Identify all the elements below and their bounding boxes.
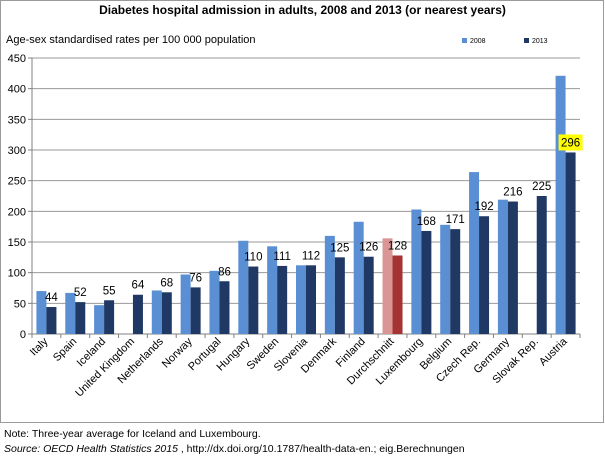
bar-2008-belgium [440,224,451,334]
bar-2013-czech-rep- [479,216,490,334]
bar-2013-denmark [334,257,345,334]
bar-2008-netherlands [151,290,162,334]
y-tick-label: 200 [8,206,26,218]
bar-2008-norway [180,274,191,334]
bar-2013-belgium [450,229,461,334]
bar-2013-germany [507,201,518,334]
bar-2013-italy [46,307,57,334]
data-label: 76 [189,272,202,284]
bar-2013-united-kingdom [132,294,143,334]
legend-label-2013: 2013 [532,38,548,45]
bar-2013-netherlands [161,292,172,334]
source-line: Source: OECD Health Statistics 2015 , ht… [4,443,465,455]
x-tick-label: Italy [28,335,51,358]
y-tick-label: 250 [8,176,26,188]
bar-2008-finland [353,221,364,334]
chart-title: Diabetes hospital admission in adults, 2… [99,3,506,17]
data-label: 55 [103,285,116,297]
data-label: 64 [132,280,145,292]
y-tick-label: 450 [8,53,26,65]
source-link: , http://dx.doi.org/10.1787/health-data-… [177,443,465,455]
bar-2008-denmark [324,235,335,334]
bar-2008-slovenia [296,265,306,334]
bar-2008-sweden [267,246,278,334]
y-tick-label: 100 [8,268,26,280]
y-tick-label: 150 [8,237,26,249]
data-label: 128 [388,240,407,252]
bar-2013-luxembourg [421,230,432,334]
bar-2008-austria [555,75,566,334]
source-title: Source: OECD Health Statistics 2015 [4,443,178,455]
data-label: 86 [218,266,231,278]
data-label: 68 [160,277,173,289]
bar-2008-germany [497,199,508,334]
data-label: 225 [532,181,551,193]
bar-2013-portugal [219,281,230,334]
bar-2008-iceland [94,305,105,334]
data-label: 110 [244,252,262,264]
data-label: 126 [359,242,378,254]
data-label-highlight [558,134,583,151]
bar-2008-czech-rep- [469,172,480,334]
bar-2013-iceland [104,300,115,334]
legend-label-2008: 2008 [470,38,486,45]
legend-swatch-2013 [524,38,529,43]
bar-2013-sweden [277,265,288,334]
data-label: 168 [417,216,436,228]
bar-2013-durchschnitt [392,255,403,334]
y-tick-label: 350 [8,114,26,126]
footnote: Note: Three-year average for Iceland and… [4,428,261,440]
data-label: 44 [45,292,58,304]
bar-2013-hungary [248,266,259,334]
bar-2013-slovak-rep- [536,196,547,334]
data-label: 52 [74,287,87,299]
bar-2008-italy [36,291,47,334]
data-label: 216 [503,187,522,199]
bar-2008-spain [65,292,76,334]
data-label: 171 [446,214,465,226]
bar-2008-luxembourg [411,209,422,334]
bar-2008-hungary [238,240,249,334]
data-label: 296 [561,137,580,149]
legend-swatch-2008 [462,38,467,43]
bar-2013-norway [190,287,201,334]
y-tick-label: 400 [8,84,26,96]
bar-2013-spain [75,302,86,334]
y-axis-label: Age-sex standardised rates per 100 000 p… [6,34,256,46]
data-label: 125 [330,242,349,254]
bar-2013-austria [565,152,576,334]
data-label: 112 [302,250,320,262]
y-tick-label: 0 [20,329,26,341]
x-tick-label: Austria [537,335,570,368]
y-tick-label: 300 [8,145,26,157]
bar-2013-finland [363,256,374,334]
y-tick-label: 50 [14,298,26,310]
data-label: 192 [474,201,493,213]
data-label: 111 [273,251,290,263]
bar-2008-durchschnitt [382,238,393,334]
bar-2008-portugal [209,270,220,334]
bar-2013-slovenia [306,265,316,334]
